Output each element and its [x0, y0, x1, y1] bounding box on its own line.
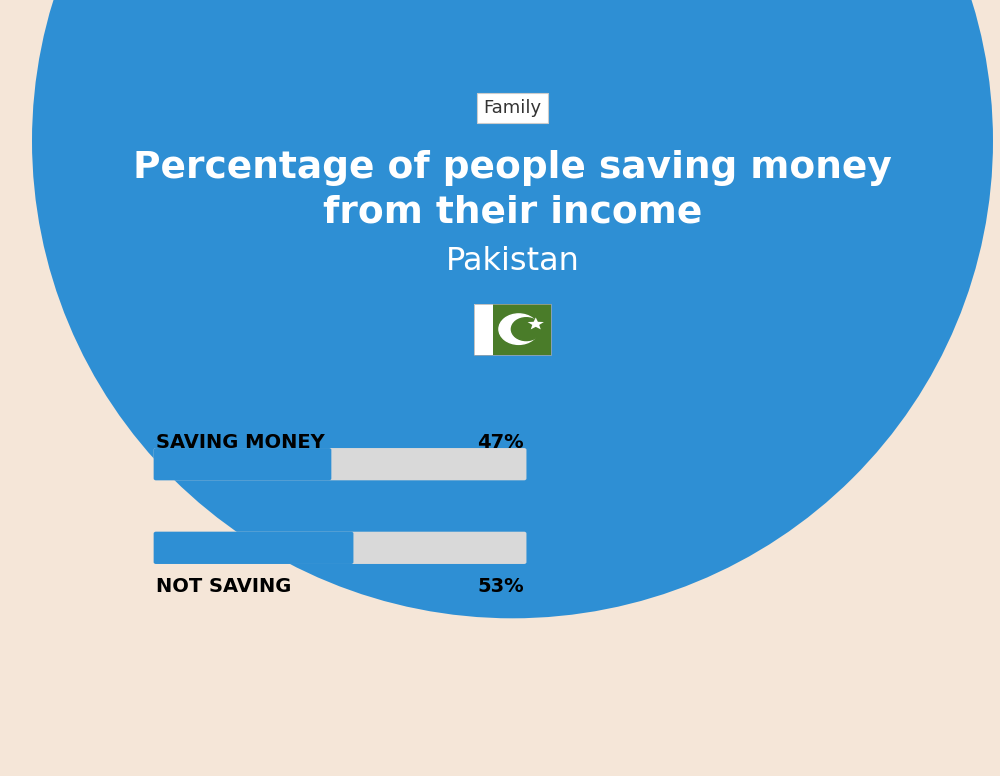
Text: Family: Family [483, 99, 542, 117]
FancyBboxPatch shape [493, 303, 551, 355]
Circle shape [499, 314, 538, 345]
FancyBboxPatch shape [154, 532, 526, 564]
FancyBboxPatch shape [154, 532, 353, 564]
Circle shape [511, 317, 541, 341]
Text: NOT SAVING: NOT SAVING [156, 577, 291, 595]
Text: Percentage of people saving money: Percentage of people saving money [133, 150, 892, 185]
Text: 47%: 47% [478, 433, 524, 452]
Text: from their income: from their income [323, 195, 702, 230]
Text: 53%: 53% [478, 577, 524, 595]
FancyBboxPatch shape [474, 303, 493, 355]
Polygon shape [528, 317, 544, 329]
FancyBboxPatch shape [154, 448, 526, 480]
Text: Pakistan: Pakistan [446, 246, 579, 277]
Ellipse shape [32, 0, 993, 618]
FancyBboxPatch shape [154, 448, 331, 480]
Text: SAVING MONEY: SAVING MONEY [156, 433, 325, 452]
